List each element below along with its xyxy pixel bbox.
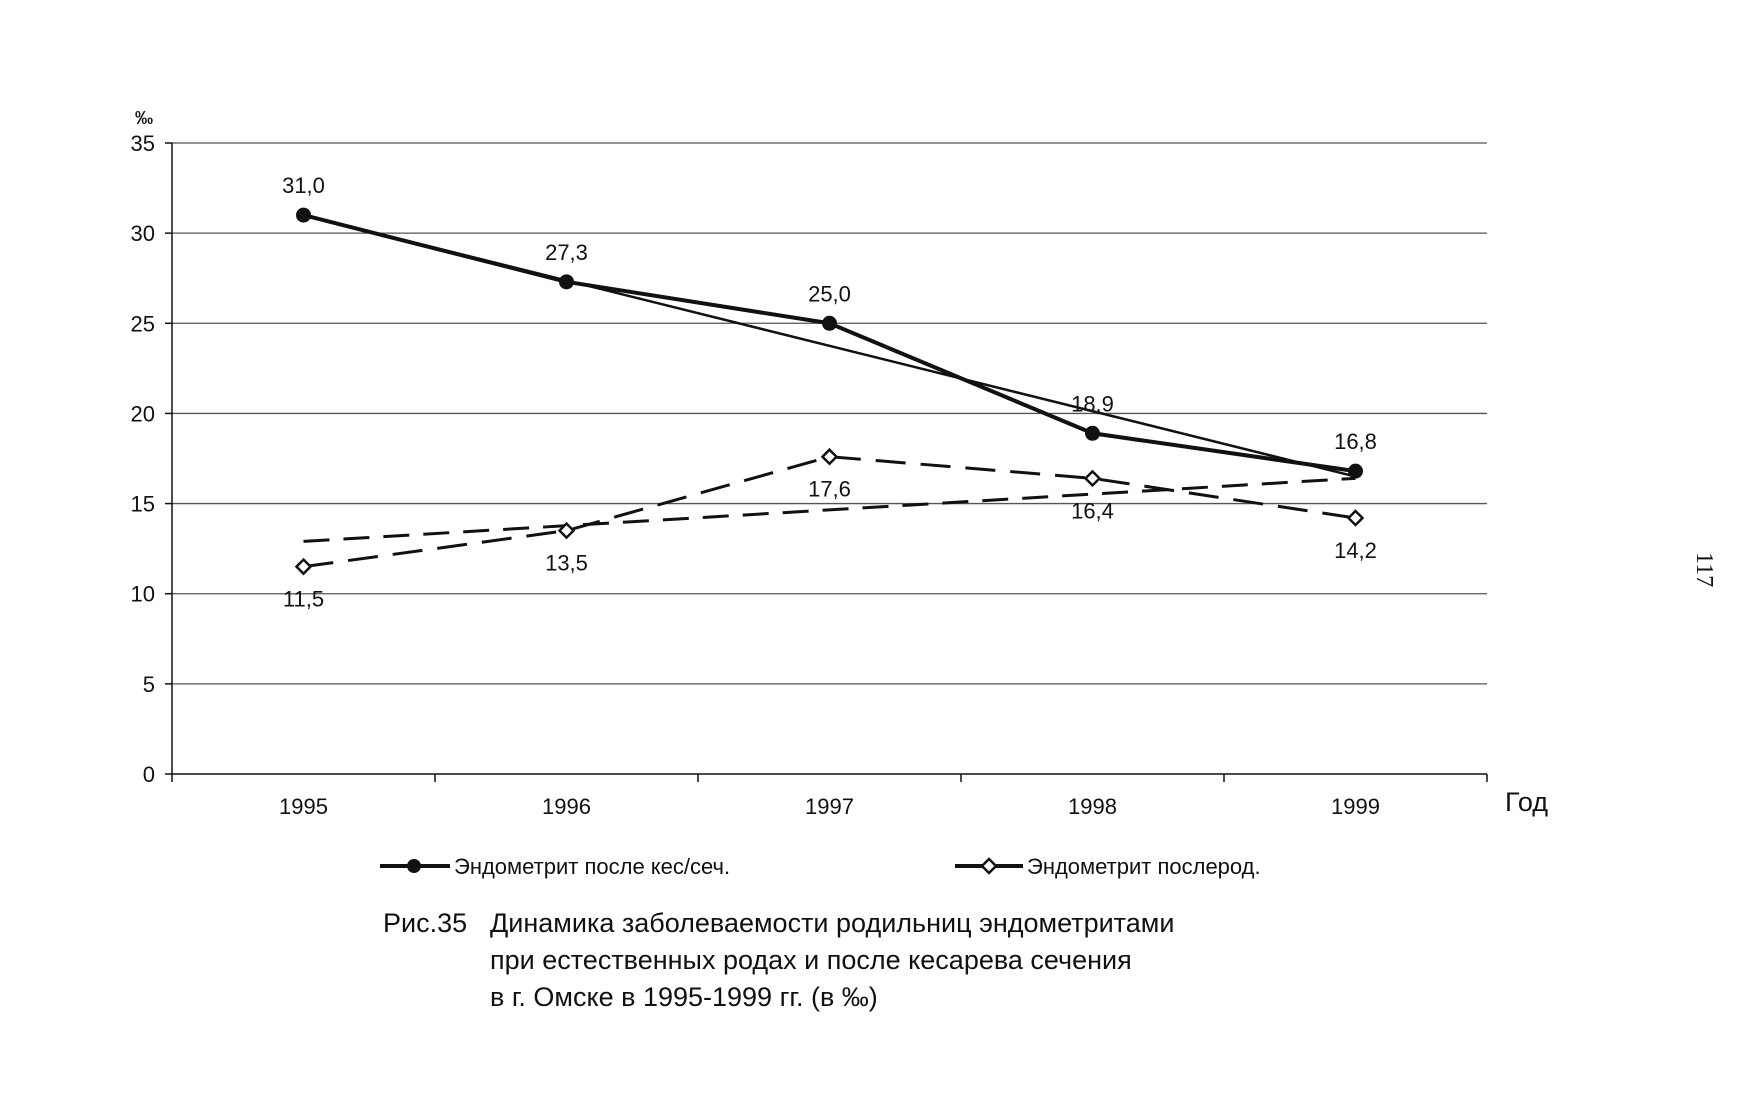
data-point-cesarean [1348, 463, 1363, 479]
axes [165, 142, 1488, 782]
y-tick-label: 30 [131, 221, 155, 246]
data-label-cesarean: 31,0 [282, 173, 325, 198]
data-label-postpartum: 17,6 [808, 477, 851, 502]
legend-label-cesarean: Эндометрит после кес/сеч. [454, 854, 730, 879]
series-line-postpartum [303, 455, 1356, 569]
y-tick-label: 35 [131, 131, 155, 156]
legend-item-postpartum: Эндометрит послерод. [955, 854, 1261, 879]
caption-text: Динамика заболеваемости родильниц эндоме… [490, 905, 1174, 1016]
data-point-cesarean [1085, 425, 1100, 441]
x-tick-label: 1996 [542, 794, 591, 819]
series-lines [303, 213, 1356, 569]
x-axis-title: Год [1505, 787, 1548, 817]
y-tick-label: 15 [131, 492, 155, 517]
x-tick-label: 1999 [1331, 794, 1380, 819]
legend-marker-postpartum [980, 857, 998, 875]
data-point-postpartum [820, 447, 839, 466]
data-point-cesarean [559, 274, 574, 290]
gridlines [172, 142, 1487, 685]
data-point-cesarean [822, 315, 837, 331]
data-label-postpartum: 16,4 [1071, 498, 1114, 523]
data-point-postpartum [1346, 509, 1365, 527]
data-point-cesarean [296, 207, 311, 223]
series-markers [294, 207, 1365, 576]
series-line-cesarean [303, 213, 1356, 474]
trendline-postpartum [303, 476, 1356, 543]
caption-line-3: в г. Омске в 1995-1999 гг. (в ‰) [490, 982, 878, 1012]
x-tick-labels: 1995 1996 1997 1998 1999 [279, 794, 1380, 819]
y-tick-label: 20 [131, 401, 155, 426]
data-label-postpartum: 13,5 [545, 551, 588, 576]
x-tick-label: 1998 [1068, 794, 1117, 819]
data-point-postpartum [557, 521, 576, 540]
y-tick-label: 25 [131, 311, 155, 336]
y-tick-label: 5 [143, 672, 155, 697]
data-point-postpartum [1083, 469, 1102, 488]
y-axis-unit-label: ‰ [135, 108, 153, 128]
data-label-cesarean: 16,8 [1334, 429, 1377, 454]
caption-line-2: при естественных родах и после кесарева … [490, 945, 1132, 975]
x-tick-label: 1997 [805, 794, 854, 819]
data-label-postpartum: 14,2 [1334, 538, 1377, 563]
legend-label-postpartum: Эндометрит послерод. [1027, 854, 1261, 879]
legend-marker-cesarean [407, 859, 421, 873]
y-tick-labels: 0 5 10 15 20 25 30 35 [131, 131, 155, 787]
x-tick-label: 1995 [279, 794, 328, 819]
legend-item-cesarean: Эндометрит после кес/сеч. [380, 854, 730, 879]
legend: Эндометрит после кес/сеч. Эндометрит пос… [380, 854, 1261, 879]
y-tick-label: 0 [143, 762, 155, 787]
page-number: 117 [1691, 552, 1717, 587]
data-labels: 31,0 27,3 25,0 18,9 16,8 11,5 13,5 17,6 16,4 14,2 [282, 173, 1377, 612]
data-label-cesarean: 25,0 [808, 281, 851, 306]
caption-line-1: Динамика заболеваемости родильниц эндоме… [490, 908, 1175, 938]
data-label-postpartum: 11,5 [283, 587, 324, 612]
data-label-cesarean: 27,3 [545, 240, 588, 265]
y-tick-label: 10 [131, 582, 155, 607]
data-point-postpartum [294, 557, 313, 576]
data-label-cesarean: 18,9 [1071, 391, 1114, 416]
caption-prefix: Рис.35 [383, 908, 468, 938]
